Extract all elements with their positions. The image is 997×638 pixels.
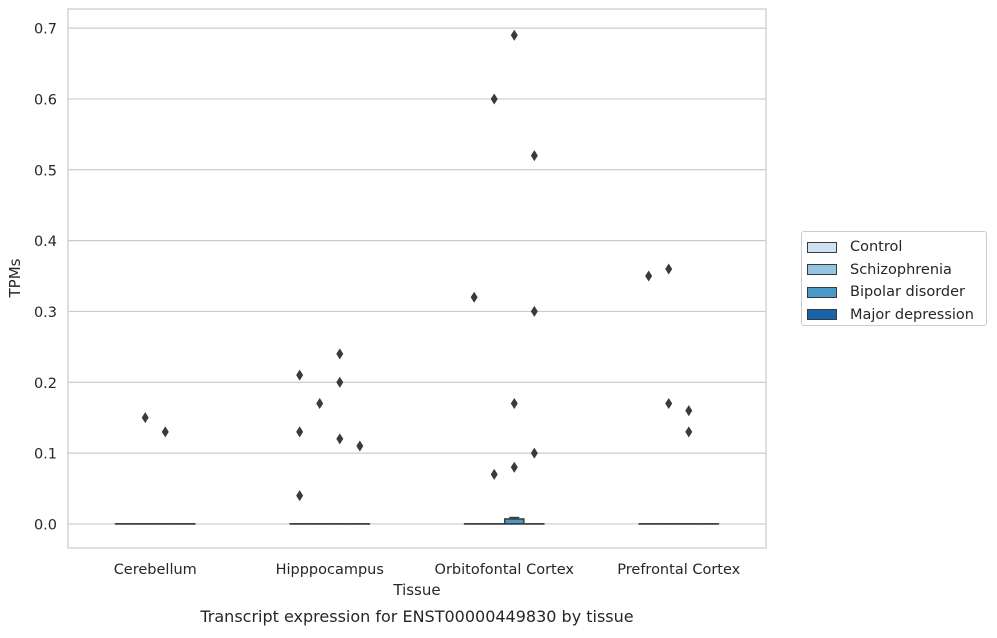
x-tick-label: Cerebellum — [114, 562, 197, 578]
legend: Control Schizophrenia Bipolar disorder M… — [801, 231, 987, 326]
outlier-point — [316, 398, 323, 409]
outlier-point — [531, 306, 538, 317]
chart-title: Transcript expression for ENST0000044983… — [199, 607, 633, 626]
y-tick-label: 0.5 — [34, 163, 57, 179]
legend-label: Major depression — [850, 307, 974, 323]
legend-swatch — [807, 287, 837, 298]
gridlines — [68, 28, 766, 524]
legend-item-schizophrenia: Schizophrenia — [807, 259, 986, 282]
legend-swatch — [807, 242, 837, 253]
outlier-point — [296, 370, 303, 381]
outlier-point — [491, 469, 498, 480]
outlier-point — [491, 93, 498, 104]
outlier-point — [665, 398, 672, 409]
outlier-point — [645, 271, 652, 282]
outlier-point — [531, 150, 538, 161]
y-tick-label: 0.0 — [34, 517, 57, 533]
plot-frame — [68, 9, 766, 548]
legend-item-control: Control — [807, 236, 986, 259]
x-tick-label: Hipppocampus — [276, 562, 384, 578]
boxes — [116, 518, 719, 524]
outlier-point — [296, 490, 303, 501]
outlier-point — [511, 30, 518, 41]
outlier-point — [296, 426, 303, 437]
x-axis-label: Tissue — [392, 581, 440, 599]
y-tick-label: 0.2 — [34, 376, 57, 392]
legend-label: Bipolar disorder — [850, 284, 965, 300]
outlier-point — [142, 412, 149, 423]
outlier-point — [356, 441, 363, 452]
y-tick-label: 0.1 — [34, 447, 57, 463]
outlier-point — [336, 433, 343, 444]
legend-swatch — [807, 309, 837, 320]
y-tick-label: 0.7 — [34, 22, 57, 38]
outlier-point — [685, 405, 692, 416]
outlier-point — [471, 292, 478, 303]
outlier-point — [531, 448, 538, 459]
outlier-point — [511, 398, 518, 409]
outlier-point — [685, 426, 692, 437]
legend-swatch — [807, 264, 837, 275]
outlier-point — [665, 263, 672, 274]
y-tick-label: 0.6 — [34, 92, 57, 108]
outlier-point — [162, 426, 169, 437]
y-axis-ticks: 0.0 0.1 0.2 0.3 0.4 0.5 0.6 0.7 — [34, 22, 57, 534]
outliers — [142, 30, 693, 501]
x-tick-label: Orbitofontal Cortex — [435, 562, 575, 578]
legend-item-major-depression: Major depression — [807, 304, 986, 327]
x-tick-label: Prefrontal Cortex — [617, 562, 740, 578]
y-axis-label: TPMs — [6, 258, 24, 298]
outlier-point — [336, 377, 343, 388]
outlier-point — [336, 348, 343, 359]
legend-item-bipolar-disorder: Bipolar disorder — [807, 281, 986, 304]
y-tick-label: 0.3 — [34, 305, 57, 321]
x-axis-ticks: Cerebellum Hipppocampus Orbitofontal Corte… — [114, 562, 741, 578]
legend-label: Schizophrenia — [850, 262, 952, 278]
outlier-point — [511, 462, 518, 473]
y-tick-label: 0.4 — [34, 234, 57, 250]
legend-label: Control — [850, 239, 902, 255]
